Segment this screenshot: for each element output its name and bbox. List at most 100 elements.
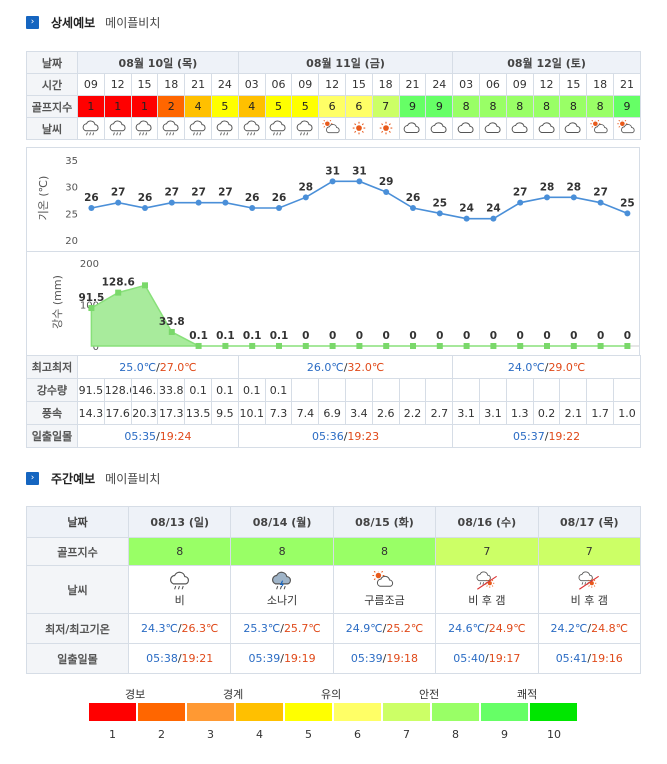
weekly-date-cell: 08/14 (월) xyxy=(230,506,334,538)
scale-number: 7 xyxy=(403,728,410,741)
minmax-cell: 26.0℃/32.0℃ xyxy=(237,355,454,379)
rain-cell xyxy=(371,378,400,402)
wind-cell: 20.3 xyxy=(130,401,159,425)
time-cell: 03 xyxy=(237,73,266,96)
temperature-label: 26 xyxy=(406,192,421,204)
rain-cell xyxy=(398,378,427,402)
wind-cell: 7.3 xyxy=(264,401,293,425)
temperature-label: 24 xyxy=(459,203,474,215)
rainfall-label: 0 xyxy=(543,330,550,342)
scale-swatch xyxy=(137,702,186,722)
partly-sunny-icon xyxy=(586,117,615,140)
temperature-label: 27 xyxy=(593,187,608,199)
golf-index-cell: 5 xyxy=(291,95,320,118)
section-title: 주간예보 xyxy=(51,472,96,486)
rainfall-point xyxy=(410,343,416,349)
shower-icon xyxy=(232,571,332,591)
wind-row: 풍속 14.3 17.6 20.3 17.3 13.5 9.5 10.1 7.3 7.4 6.9 3.… xyxy=(26,401,641,425)
temperature-label: 28 xyxy=(298,181,313,193)
rainfall-point xyxy=(490,343,497,349)
scale-number: 2 xyxy=(158,728,165,741)
weekly-golf-cell: 8 xyxy=(332,537,437,566)
partly-sunny-icon xyxy=(613,117,641,140)
partly-sunny-icon xyxy=(334,571,434,591)
scale-top-label: 쾌적 xyxy=(517,688,538,701)
wind-cell: 2.6 xyxy=(371,401,400,425)
rainfall-label: 0 xyxy=(570,330,577,342)
rain-cell: 128.6 xyxy=(103,378,132,402)
weekly-temps-cell: 24.3℃/26.3℃ xyxy=(127,613,232,644)
temperature-point xyxy=(302,194,309,201)
temperature-label: 25 xyxy=(620,197,635,209)
weekly-golf-cell: 8 xyxy=(230,537,334,566)
cloud-icon xyxy=(452,117,481,140)
rain-cell xyxy=(613,378,641,402)
temperature-point xyxy=(517,199,524,206)
rain-cloud-icon xyxy=(237,117,266,140)
weekly-golf-cell: 7 xyxy=(435,537,539,566)
y-tick-label: 35 xyxy=(65,156,78,167)
rainfall-point xyxy=(302,343,309,349)
chevron-right-icon: › xyxy=(26,16,39,29)
cloud-icon xyxy=(398,117,427,140)
temperature-point xyxy=(570,194,577,201)
rainfall-label: 0 xyxy=(329,330,336,342)
wind-cell: 17.3 xyxy=(157,401,186,425)
golf-index-cell: 5 xyxy=(210,95,239,118)
rainfall-label: 91.5 xyxy=(78,292,104,304)
weekly-weather-cell: 비 후 갬 xyxy=(435,565,539,614)
rainfall-label: 0 xyxy=(409,330,416,342)
rain-cloud-icon xyxy=(103,117,132,140)
scale-top-label: 경계 xyxy=(223,688,244,701)
detail-forecast-heading: › 상세예보 메이플비치 xyxy=(26,14,160,31)
golf-index-cell: 9 xyxy=(613,95,641,118)
golf-index-row: 골프지수 1 1 1 2 4 5 4 5 5 6 6 7 9 9 8 8 8 8 8 8 9 xyxy=(26,95,641,118)
wind-cell: 0.2 xyxy=(532,401,561,425)
golf-index-cell: 6 xyxy=(344,95,373,118)
weather-text: 비 후 갬 xyxy=(570,593,608,607)
golf-index-cell: 8 xyxy=(586,95,615,118)
golf-index-cell: 8 xyxy=(532,95,561,118)
scale-number: 5 xyxy=(305,728,312,741)
wind-cell: 13.5 xyxy=(184,401,212,425)
weekly-sun-cell: 05:40/19:17 xyxy=(435,643,539,674)
scale-top-label: 경보 xyxy=(125,688,146,701)
temperature-label: 31 xyxy=(352,165,367,177)
scale-swatch xyxy=(431,702,480,722)
scale-number: 1 xyxy=(109,728,116,741)
temperature-point xyxy=(329,178,336,185)
y-axis-label: 기온 (℃) xyxy=(37,176,50,221)
rain-cell xyxy=(559,378,588,402)
weather-text: 구름조금 xyxy=(364,593,405,607)
rain-cell xyxy=(586,378,615,402)
rain-cell: 0.1 xyxy=(237,378,266,402)
time-cell: 09 xyxy=(77,73,105,96)
time-label: 시간 xyxy=(26,73,78,96)
temperature-point xyxy=(276,205,282,211)
temperature-point xyxy=(624,210,631,217)
scale-swatch xyxy=(529,702,578,722)
location-name: 메이플비치 xyxy=(105,472,161,486)
rain-cell xyxy=(291,378,320,402)
rain-cell: 0.1 xyxy=(184,378,212,402)
weekly-forecast-heading: › 주간예보 메이플비치 xyxy=(26,470,160,487)
golf-index-cell: 8 xyxy=(452,95,481,118)
temperature-label: 28 xyxy=(566,181,581,193)
location-name: 메이플비치 xyxy=(105,16,161,30)
temperature-label: 31 xyxy=(325,165,340,177)
time-cell: 15 xyxy=(559,73,588,96)
rainfall-point xyxy=(517,343,524,349)
rain-cell: 91.5 xyxy=(77,378,105,402)
day-header: 08월 12일 (토) xyxy=(452,51,641,74)
temperature-point xyxy=(195,199,202,206)
rain-cell xyxy=(505,378,534,402)
weekly-temps-row: 최저/최고기온 24.3℃/26.3℃ 25.3℃/25.7℃ 24.9℃/25.2℃… xyxy=(26,613,641,644)
time-cell: 12 xyxy=(532,73,561,96)
temperature-point xyxy=(356,178,363,185)
golf-index-cell: 7 xyxy=(371,95,400,118)
day-header: 08월 10일 (목) xyxy=(77,51,239,74)
temperature-point xyxy=(463,215,470,222)
weekly-golf-row: 골프지수 8 8 8 7 7 xyxy=(26,537,641,566)
golf-index-cell: 8 xyxy=(505,95,534,118)
temperature-point xyxy=(168,199,175,206)
